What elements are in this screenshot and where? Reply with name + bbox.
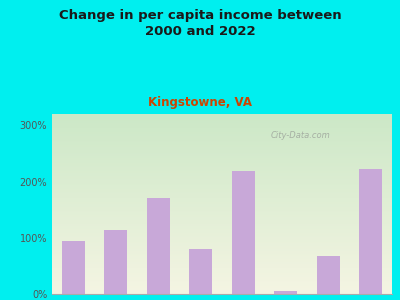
Bar xyxy=(62,241,85,294)
Text: Change in per capita income between
2000 and 2022: Change in per capita income between 2000… xyxy=(59,9,341,38)
Bar xyxy=(274,291,298,294)
Bar xyxy=(146,198,170,294)
Bar xyxy=(104,230,128,294)
Text: City-Data.com: City-Data.com xyxy=(270,131,330,140)
Text: Kingstowne, VA: Kingstowne, VA xyxy=(148,96,252,109)
Bar xyxy=(359,169,382,294)
Bar xyxy=(189,249,212,294)
Bar xyxy=(232,171,255,294)
Bar xyxy=(316,256,340,294)
